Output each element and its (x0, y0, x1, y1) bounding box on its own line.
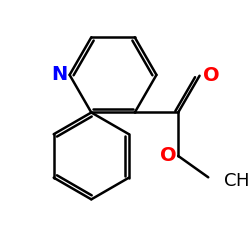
Text: O: O (203, 66, 220, 85)
Text: N: N (52, 66, 68, 84)
Text: O: O (160, 146, 176, 166)
Text: CH$_3$: CH$_3$ (223, 171, 250, 191)
